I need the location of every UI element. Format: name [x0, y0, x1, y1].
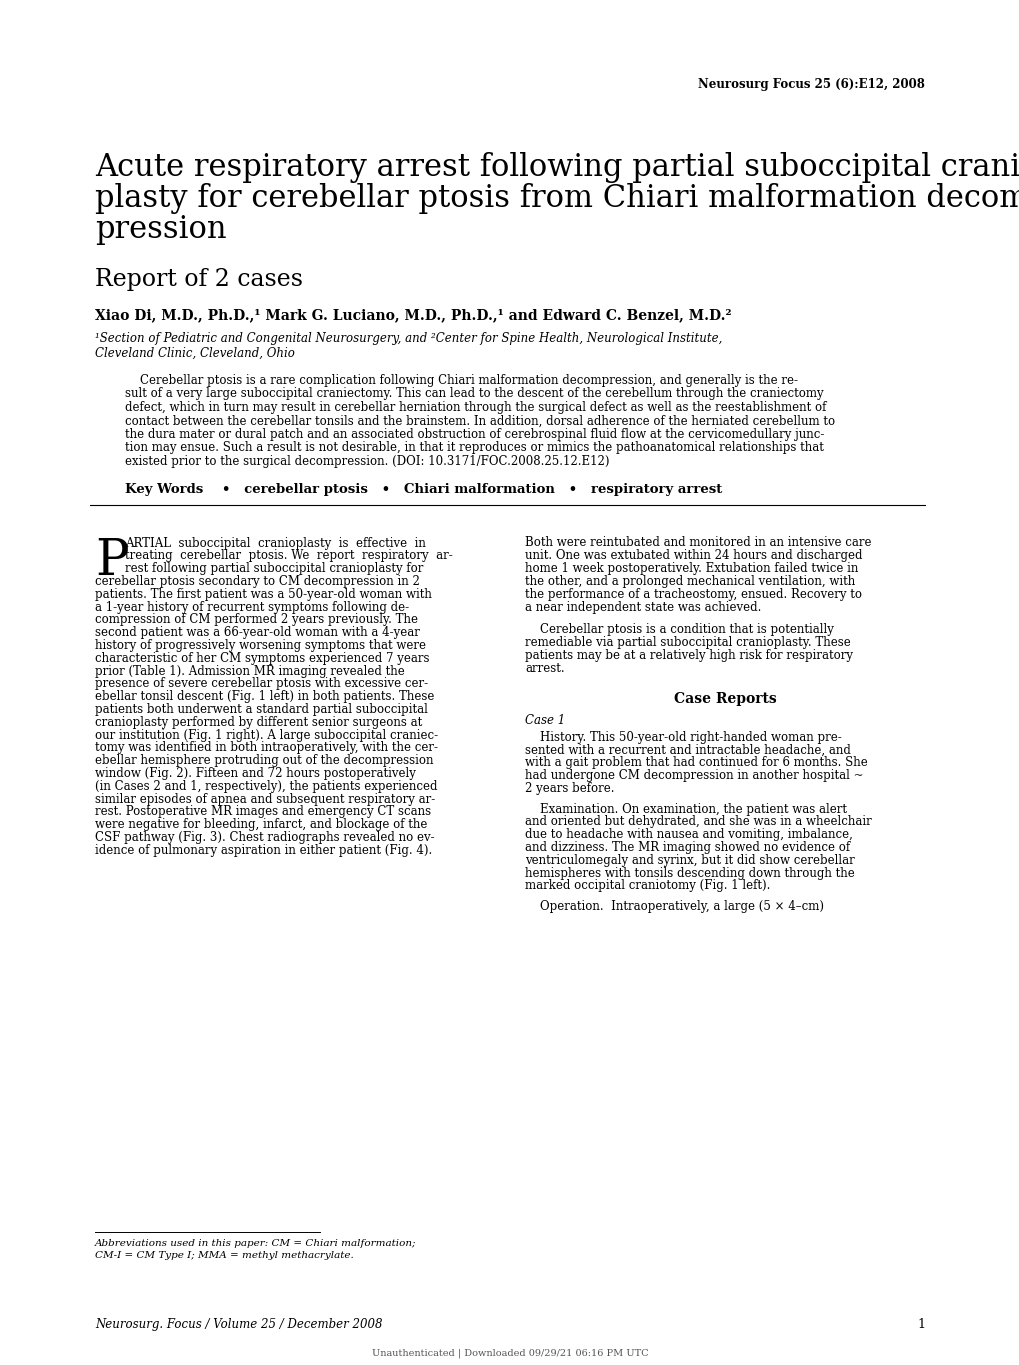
Text: history of progressively worsening symptoms that were: history of progressively worsening sympt… — [95, 639, 426, 652]
Text: Unauthenticated | Downloaded 09/29/21 06:16 PM UTC: Unauthenticated | Downloaded 09/29/21 06… — [371, 1349, 648, 1358]
Text: Neurosurg. Focus / Volume 25 / December 2008: Neurosurg. Focus / Volume 25 / December … — [95, 1319, 382, 1331]
Text: patients may be at a relatively high risk for respiratory: patients may be at a relatively high ris… — [525, 648, 852, 662]
Text: due to headache with nausea and vomiting, imbalance,: due to headache with nausea and vomiting… — [525, 829, 852, 841]
Text: ventriculomegaly and syrinx, but it did show cerebellar: ventriculomegaly and syrinx, but it did … — [525, 853, 854, 867]
Text: characteristic of her CM symptoms experienced 7 years: characteristic of her CM symptoms experi… — [95, 651, 429, 665]
Text: marked occipital craniotomy (Fig. 1 left).: marked occipital craniotomy (Fig. 1 left… — [525, 879, 769, 893]
Text: the other, and a prolonged mechanical ventilation, with: the other, and a prolonged mechanical ve… — [525, 575, 854, 588]
Text: History. This 50-year-old right-handed woman pre-: History. This 50-year-old right-handed w… — [525, 730, 841, 744]
Text: cranioplasty performed by different senior surgeons at: cranioplasty performed by different seni… — [95, 715, 422, 729]
Text: home 1 week postoperatively. Extubation failed twice in: home 1 week postoperatively. Extubation … — [525, 562, 858, 575]
Text: sult of a very large suboccipital craniectomy. This can lead to the descent of t: sult of a very large suboccipital cranie… — [125, 388, 822, 400]
Text: second patient was a 66-year-old woman with a 4-year: second patient was a 66-year-old woman w… — [95, 627, 420, 639]
Text: remediable via partial suboccipital cranioplasty. These: remediable via partial suboccipital cran… — [525, 636, 850, 650]
Text: Abbreviations used in this paper: CM = Chiari malformation;: Abbreviations used in this paper: CM = C… — [95, 1239, 416, 1248]
Text: ¹Section of Pediatric and Congenital Neurosurgery, and ²Center for Spine Health,: ¹Section of Pediatric and Congenital Neu… — [95, 332, 721, 345]
Text: with a gait problem that had continued for 6 months. She: with a gait problem that had continued f… — [525, 756, 867, 768]
Text: patients. The first patient was a 50-year-old woman with: patients. The first patient was a 50-yea… — [95, 588, 431, 601]
Text: a 1-year history of recurrent symptoms following de-: a 1-year history of recurrent symptoms f… — [95, 601, 409, 613]
Text: Case Reports: Case Reports — [673, 692, 775, 707]
Text: Cerebellar ptosis is a condition that is potentially: Cerebellar ptosis is a condition that is… — [525, 624, 834, 636]
Text: ARTIAL  suboccipital  cranioplasty  is  effective  in: ARTIAL suboccipital cranioplasty is effe… — [125, 536, 426, 550]
Text: cerebellar ptosis secondary to CM decompression in 2: cerebellar ptosis secondary to CM decomp… — [95, 575, 420, 588]
Text: the dura mater or dural patch and an associated obstruction of cerebrospinal flu: the dura mater or dural patch and an ass… — [125, 429, 823, 441]
Text: pression: pression — [95, 214, 226, 244]
Text: similar episodes of apnea and subsequent respiratory ar-: similar episodes of apnea and subsequent… — [95, 793, 435, 805]
Text: Acute respiratory arrest following partial suboccipital cranio-: Acute respiratory arrest following parti… — [95, 152, 1019, 183]
Text: treating  cerebellar  ptosis. We  report  respiratory  ar-: treating cerebellar ptosis. We report re… — [125, 549, 452, 562]
Text: P: P — [95, 536, 128, 586]
Text: tion may ensue. Such a result is not desirable, in that it reproduces or mimics : tion may ensue. Such a result is not des… — [125, 441, 823, 455]
Text: ebellar tonsil descent (Fig. 1 left) in both patients. These: ebellar tonsil descent (Fig. 1 left) in … — [95, 691, 434, 703]
Text: Neurosurg Focus 25 (6):E12, 2008: Neurosurg Focus 25 (6):E12, 2008 — [697, 78, 924, 91]
Text: had undergone CM decompression in another hospital ~: had undergone CM decompression in anothe… — [525, 768, 863, 782]
Text: Xiao Di, M.D., Ph.D.,¹ Mark G. Luciano, M.D., Ph.D.,¹ and Edward C. Benzel, M.D.: Xiao Di, M.D., Ph.D.,¹ Mark G. Luciano, … — [95, 308, 731, 322]
Text: CM-I = CM Type I; MMA = methyl methacrylate.: CM-I = CM Type I; MMA = methyl methacryl… — [95, 1250, 354, 1260]
Text: unit. One was extubated within 24 hours and discharged: unit. One was extubated within 24 hours … — [525, 549, 862, 562]
Text: Operation.  Intraoperatively, a large (5 × 4–cm): Operation. Intraoperatively, a large (5 … — [525, 900, 823, 913]
Text: window (Fig. 2). Fifteen and 72 hours postoperatively: window (Fig. 2). Fifteen and 72 hours po… — [95, 767, 416, 779]
Text: tomy was identified in both intraoperatively, with the cer-: tomy was identified in both intraoperati… — [95, 741, 437, 755]
Text: 1: 1 — [916, 1319, 924, 1331]
Text: Key Words: Key Words — [125, 482, 203, 495]
Text: a near independent state was achieved.: a near independent state was achieved. — [525, 601, 760, 613]
Text: ebellar hemisphere protruding out of the decompression: ebellar hemisphere protruding out of the… — [95, 753, 433, 767]
Text: were negative for bleeding, infarct, and blockage of the: were negative for bleeding, infarct, and… — [95, 818, 427, 831]
Text: prior (Table 1). Admission MR imaging revealed the: prior (Table 1). Admission MR imaging re… — [95, 665, 405, 677]
Text: the performance of a tracheostomy, ensued. Recovery to: the performance of a tracheostomy, ensue… — [525, 588, 861, 601]
Text: 2 years before.: 2 years before. — [525, 782, 613, 794]
Text: Case 1: Case 1 — [525, 714, 565, 728]
Text: contact between the cerebellar tonsils and the brainstem. In addition, dorsal ad: contact between the cerebellar tonsils a… — [125, 415, 835, 427]
Text: hemispheres with tonsils descending down through the: hemispheres with tonsils descending down… — [525, 867, 854, 879]
Text: defect, which in turn may result in cerebellar herniation through the surgical d: defect, which in turn may result in cere… — [125, 401, 825, 414]
Text: and oriented but dehydrated, and she was in a wheelchair: and oriented but dehydrated, and she was… — [525, 815, 871, 829]
Text: rest following partial suboccipital cranioplasty for: rest following partial suboccipital cran… — [125, 562, 423, 575]
Text: CSF pathway (Fig. 3). Chest radiographs revealed no ev-: CSF pathway (Fig. 3). Chest radiographs … — [95, 831, 434, 844]
Text: idence of pulmonary aspiration in either patient (Fig. 4).: idence of pulmonary aspiration in either… — [95, 844, 432, 857]
Text: compression of CM performed 2 years previously. The: compression of CM performed 2 years prev… — [95, 613, 418, 627]
Text: patients both underwent a standard partial suboccipital: patients both underwent a standard parti… — [95, 703, 427, 715]
Text: •   cerebellar ptosis   •   Chiari malformation   •   respiratory arrest: • cerebellar ptosis • Chiari malformatio… — [222, 482, 721, 495]
Text: rest. Postoperative MR images and emergency CT scans: rest. Postoperative MR images and emerge… — [95, 805, 431, 818]
Text: sented with a recurrent and intractable headache, and: sented with a recurrent and intractable … — [525, 744, 850, 756]
Text: (in Cases 2 and 1, respectively), the patients experienced: (in Cases 2 and 1, respectively), the pa… — [95, 779, 437, 793]
Text: our institution (Fig. 1 right). A large suboccipital craniec-: our institution (Fig. 1 right). A large … — [95, 729, 438, 741]
Text: Report of 2 cases: Report of 2 cases — [95, 268, 303, 291]
Text: Cerebellar ptosis is a rare complication following Chiari malformation decompres: Cerebellar ptosis is a rare complication… — [125, 374, 797, 388]
Text: existed prior to the surgical decompression. (DOI: 10.3171/FOC.2008.25.12.E12): existed prior to the surgical decompress… — [125, 455, 609, 468]
Text: arrest.: arrest. — [525, 662, 565, 674]
Text: Cleveland Clinic, Cleveland, Ohio: Cleveland Clinic, Cleveland, Ohio — [95, 347, 294, 360]
Text: and dizziness. The MR imaging showed no evidence of: and dizziness. The MR imaging showed no … — [525, 841, 849, 854]
Text: plasty for cerebellar ptosis from Chiari malformation decom-: plasty for cerebellar ptosis from Chiari… — [95, 183, 1019, 214]
Text: presence of severe cerebellar ptosis with excessive cer-: presence of severe cerebellar ptosis wit… — [95, 677, 428, 691]
Text: Examination. On examination, the patient was alert: Examination. On examination, the patient… — [525, 803, 846, 815]
Text: Both were reintubated and monitored in an intensive care: Both were reintubated and monitored in a… — [525, 536, 870, 550]
